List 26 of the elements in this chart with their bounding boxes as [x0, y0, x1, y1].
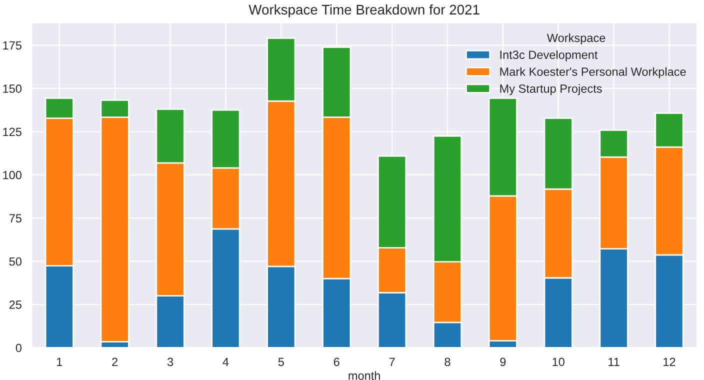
- x-tick-label: 9: [500, 358, 506, 366]
- x-tick-label: 7: [389, 358, 395, 366]
- legend-label: Mark Koester's Personal Workplace: [500, 67, 686, 78]
- y-tick-label: 25: [9, 300, 22, 309]
- x-tick-label: 4: [222, 358, 229, 366]
- legend-label: My Startup Projects: [500, 84, 602, 96]
- x-tick-label: 12: [664, 358, 676, 366]
- legend-title: Workspace: [546, 33, 606, 44]
- y-tick-label: 150: [3, 84, 22, 93]
- y-tick-label: 50: [9, 257, 22, 266]
- x-axis-title: month: [348, 371, 380, 380]
- x-tick-label: 6: [334, 358, 340, 366]
- x-tick-label: 11: [608, 358, 620, 366]
- y-tick-label: 125: [3, 128, 22, 136]
- x-tick-label: 2: [112, 358, 118, 366]
- x-tick-label: 10: [552, 358, 564, 366]
- y-tick-label: 100: [3, 170, 22, 180]
- y-tick-label: 0: [16, 344, 22, 352]
- x-tick-label: 5: [278, 358, 284, 366]
- y-tick-label: 75: [9, 214, 22, 222]
- x-tick-label: 3: [167, 358, 174, 366]
- x-tick-label: 1: [57, 358, 62, 366]
- x-tick-label: 8: [444, 358, 450, 366]
- legend-label: Int3c Development: [500, 50, 598, 62]
- y-tick-label: 175: [3, 41, 22, 50]
- chart-title: Workspace Time Breakdown for 2021: [248, 4, 480, 18]
